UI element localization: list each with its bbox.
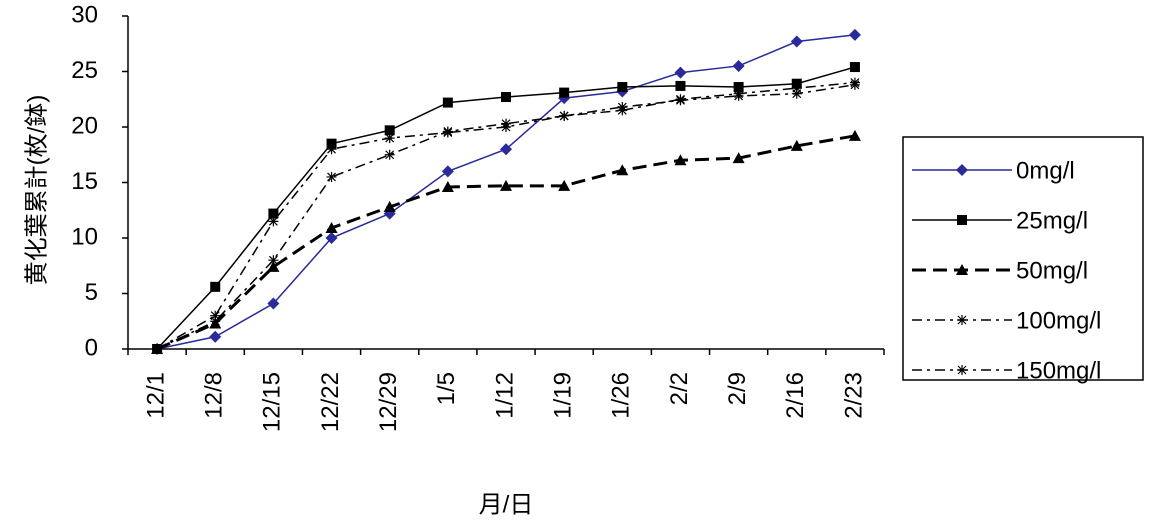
marker (326, 144, 337, 155)
marker (210, 310, 221, 321)
marker (326, 138, 337, 149)
y-tick-label: 10 (71, 223, 98, 250)
marker (957, 215, 967, 225)
marker (616, 164, 629, 176)
legend-label: 150mg/l (1016, 357, 1101, 384)
marker (325, 232, 338, 244)
marker (500, 179, 512, 191)
marker (268, 208, 279, 219)
series-line (156, 34, 856, 350)
x-tick-label: 1/5 (433, 372, 460, 405)
x-tick-label: 1/26 (608, 372, 635, 419)
marker (849, 62, 860, 73)
marker (267, 297, 280, 310)
series-line (156, 66, 856, 350)
marker (152, 344, 163, 354)
marker (558, 179, 571, 191)
x-tick-label: 2/9 (724, 372, 751, 405)
marker (956, 264, 968, 275)
marker (790, 139, 803, 151)
marker (442, 97, 453, 108)
x-tick-label: 1/12 (491, 372, 518, 419)
marker (441, 165, 454, 178)
marker (733, 88, 744, 99)
legend-label: 0mg/l (1016, 157, 1075, 184)
x-tick-label: 2/23 (840, 372, 867, 419)
x-axis-title: 月/日 (479, 491, 534, 518)
marker (268, 255, 279, 266)
marker (849, 77, 860, 88)
marker (209, 330, 222, 343)
marker (441, 180, 454, 192)
marker (617, 82, 628, 93)
x-tick-label: 2/2 (666, 372, 693, 405)
marker (674, 66, 687, 79)
marker (210, 316, 221, 327)
marker (791, 83, 802, 94)
marker (325, 222, 338, 234)
marker (733, 82, 744, 93)
marker (501, 118, 511, 129)
marker (383, 200, 396, 212)
marker (559, 110, 570, 121)
legend-label: 50mg/l (1016, 257, 1088, 284)
marker (848, 28, 861, 41)
marker (848, 129, 861, 141)
marker (500, 143, 512, 156)
series-line (156, 134, 856, 351)
marker (957, 315, 967, 325)
legend-box (902, 136, 1144, 381)
marker (559, 87, 570, 98)
marker (732, 59, 745, 72)
marker (674, 154, 687, 166)
marker (791, 88, 802, 99)
marker (675, 80, 686, 91)
x-tick-label: 12/22 (317, 372, 344, 432)
marker (442, 126, 453, 137)
marker (384, 149, 395, 160)
marker (956, 164, 968, 176)
marker (617, 105, 628, 116)
marker (384, 133, 395, 144)
legend-label: 100mg/l (1016, 307, 1101, 334)
x-tick-label: 12/15 (259, 372, 286, 432)
marker (675, 94, 686, 105)
x-tick-label: 12/8 (201, 372, 228, 419)
x-tick-label: 1/19 (549, 372, 576, 419)
marker (267, 260, 280, 272)
marker (384, 125, 395, 136)
y-tick-label: 0 (85, 334, 98, 361)
legend-label: 25mg/l (1016, 207, 1088, 234)
marker (732, 152, 745, 164)
x-tick-label: 2/16 (782, 372, 809, 419)
marker (790, 35, 803, 48)
y-axis-title: 黄化葉累計(枚/鉢) (23, 95, 50, 286)
y-tick-label: 15 (71, 168, 98, 195)
marker (268, 216, 279, 227)
y-tick-label: 25 (71, 57, 98, 84)
y-tick-label: 20 (71, 112, 98, 139)
y-tick-label: 30 (71, 1, 98, 28)
marker (957, 365, 967, 375)
marker (210, 281, 221, 292)
marker (501, 92, 511, 103)
y-tick-label: 5 (85, 279, 98, 306)
x-tick-label: 12/29 (375, 372, 402, 432)
marker (326, 171, 337, 182)
x-tick-label: 12/1 (142, 372, 169, 419)
